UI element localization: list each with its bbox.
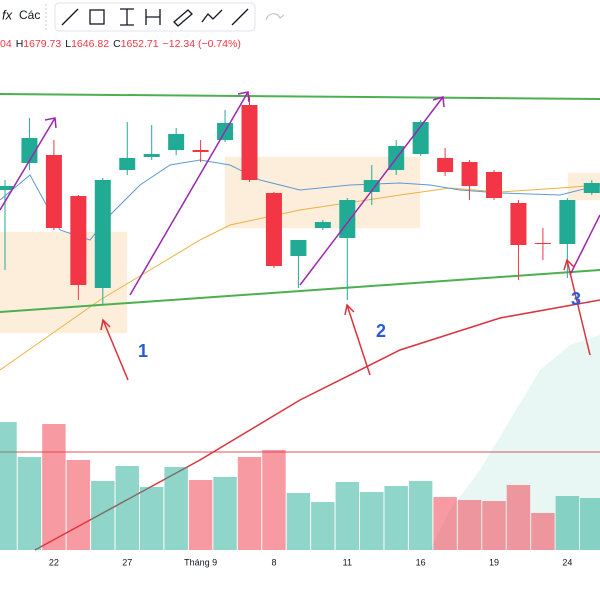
volume-bar <box>262 450 286 550</box>
volume-bar <box>580 498 600 550</box>
x-tick-label: 8 <box>271 557 276 567</box>
volume-bar <box>531 513 555 550</box>
trend-line <box>0 93 600 100</box>
arrow <box>344 303 371 376</box>
candle-body <box>70 196 87 285</box>
tool-rectangle[interactable] <box>89 9 105 25</box>
arrow <box>299 96 445 286</box>
ohlc-label: H <box>16 38 24 50</box>
volume-bar <box>188 480 213 550</box>
tool-path[interactable] <box>201 9 223 23</box>
arrows <box>0 91 600 296</box>
candle-body <box>0 186 13 190</box>
volume-bar <box>115 466 139 550</box>
candle-body <box>363 180 380 192</box>
volume-bar <box>66 460 91 550</box>
x-tick-label: 16 <box>416 557 426 567</box>
x-tick-label: 22 <box>49 557 59 567</box>
volume-bar <box>360 492 384 550</box>
candle-body <box>45 155 62 228</box>
candle-body <box>290 240 307 256</box>
candle-body <box>559 200 576 244</box>
candle-body <box>583 183 600 193</box>
volume-bar <box>408 481 433 550</box>
candle-body <box>192 150 209 152</box>
volume-bar <box>91 481 115 550</box>
volume-bar <box>311 502 335 550</box>
x-tick-label: 11 <box>343 557 352 567</box>
candle-body <box>534 243 551 244</box>
annotation: 1 <box>138 341 148 361</box>
tool-trendline[interactable] <box>61 8 79 26</box>
x-tick-label: Tháng 9 <box>184 557 217 567</box>
formula-icon[interactable]: fx <box>2 7 13 22</box>
volume-bar <box>17 457 42 550</box>
tool-channel[interactable] <box>173 9 193 27</box>
volume-bar <box>506 485 531 550</box>
x-tick-label: 19 <box>489 557 499 567</box>
change-value: −12.34 (−0.74%) <box>163 38 241 50</box>
candle-body <box>119 158 136 170</box>
annotation: 2 <box>376 321 386 341</box>
candle-body <box>486 172 502 198</box>
ohlc-label: L <box>65 38 71 50</box>
ohlc-header: 04 H1679.73 L1646.82 C1652.71 −12.34 (−0.74%… <box>0 38 241 50</box>
candle-body <box>314 222 331 228</box>
arrows <box>100 258 591 381</box>
volume-bar <box>164 467 188 550</box>
arrow <box>100 318 129 381</box>
volume-bar <box>335 482 360 550</box>
arrow <box>569 214 600 276</box>
candle-body <box>461 162 478 186</box>
candle-body <box>168 134 185 150</box>
volume-bar <box>433 497 457 550</box>
arrow <box>129 91 250 296</box>
volume-bar <box>139 487 164 550</box>
candle-body <box>241 105 258 180</box>
candle-body <box>143 154 160 157</box>
volume-bar <box>286 493 311 550</box>
tool-measure[interactable] <box>120 8 134 26</box>
tool-ray[interactable] <box>231 8 249 26</box>
annotation: 3 <box>571 289 581 309</box>
volume-bar <box>384 486 408 550</box>
toolbar-label[interactable]: Các <box>19 8 40 22</box>
tool-range[interactable] <box>145 9 161 25</box>
tool-icons <box>61 8 249 27</box>
candle-body <box>265 193 282 266</box>
volume-bar <box>42 424 66 550</box>
candle-body <box>339 200 356 238</box>
arrow <box>563 258 591 356</box>
arrow <box>0 117 57 211</box>
ohlc-label: C <box>113 38 121 50</box>
ohlc-value: 1679.73 <box>23 38 61 50</box>
volume-bar <box>237 457 262 550</box>
x-tick-label: 27 <box>122 557 132 567</box>
volume-bar <box>213 477 237 550</box>
candle-body <box>437 158 454 172</box>
candle-body <box>21 138 38 163</box>
volume-bar <box>482 501 506 550</box>
x-tick-label: 24 <box>562 557 572 567</box>
redo-button[interactable] <box>265 13 285 21</box>
candle-body <box>510 203 527 245</box>
volume-bar <box>0 422 17 550</box>
trend-line <box>0 269 600 313</box>
candle-body <box>412 122 429 154</box>
volume-bar <box>555 496 580 550</box>
ohlc-value: 1646.82 <box>71 38 109 50</box>
ohlc-value: 1652.71 <box>121 38 159 50</box>
x-axis-area <box>0 556 600 600</box>
volume-bar <box>457 500 482 550</box>
candle-body <box>94 180 111 288</box>
open-value: 04 <box>0 38 12 50</box>
